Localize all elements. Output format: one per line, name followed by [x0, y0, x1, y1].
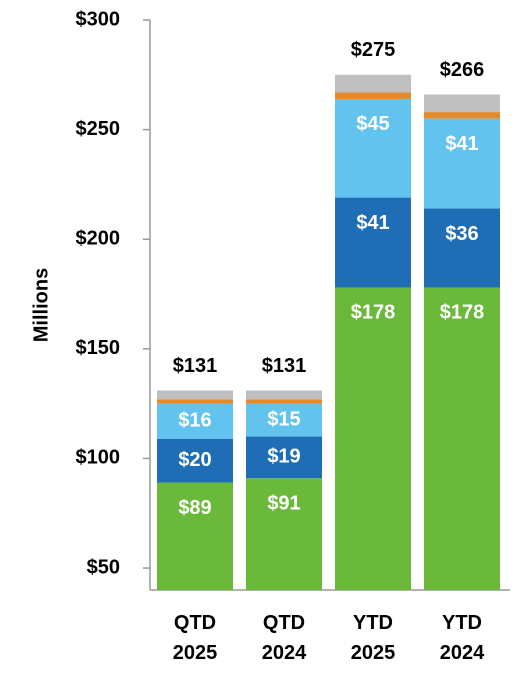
bar-segment [157, 399, 233, 404]
bar-segment [335, 287, 411, 590]
segment-label: $178 [351, 302, 396, 324]
bar-segment [157, 403, 233, 439]
segment-label: $91 [267, 492, 300, 514]
segment-label: $36 [445, 223, 478, 245]
bar-segment [424, 94, 500, 113]
segment-label: $41 [356, 212, 389, 234]
bar-segment [335, 98, 411, 198]
bar-segment [335, 197, 411, 288]
segment-label: $15 [267, 408, 300, 430]
bar-segment [424, 112, 500, 119]
bar-segment [157, 482, 233, 590]
total-label: $131 [262, 355, 307, 377]
x-tick-label: YTD 2025 [350, 612, 396, 664]
bar-segment [335, 92, 411, 99]
segment-label: $20 [178, 449, 211, 471]
y-tick-label: $300 [76, 8, 121, 30]
y-tick-label: $150 [76, 337, 121, 359]
segment-label: $16 [178, 409, 211, 431]
bar-segment [246, 403, 322, 437]
segment-label: $19 [267, 446, 300, 468]
x-tick-label: QTD 2024 [261, 612, 307, 664]
total-label: $266 [440, 59, 485, 81]
segment-label: $45 [356, 113, 389, 135]
bar-segment [424, 118, 500, 209]
bar-segment [246, 478, 322, 590]
bar-segment [246, 436, 322, 479]
total-label: $131 [173, 355, 218, 377]
bar-segment [246, 390, 322, 400]
y-axis-label: Millions [30, 268, 52, 342]
segment-label: $178 [440, 302, 485, 324]
x-tick-label: YTD 2024 [439, 612, 485, 664]
bar-segment [424, 287, 500, 590]
bar-segment [157, 438, 233, 483]
bar-segment [246, 399, 322, 404]
y-tick-label: $200 [76, 228, 121, 250]
bar-segment [157, 390, 233, 400]
y-tick-label: $100 [76, 447, 121, 469]
segment-label: $89 [178, 497, 211, 519]
segment-label: $41 [445, 133, 478, 155]
total-label: $275 [351, 39, 396, 61]
y-tick-label: $50 [87, 556, 120, 578]
bar-segment [424, 208, 500, 288]
bar-segment [335, 74, 411, 93]
x-tick-label: QTD 2025 [172, 612, 218, 664]
y-tick-label: $250 [76, 118, 121, 140]
